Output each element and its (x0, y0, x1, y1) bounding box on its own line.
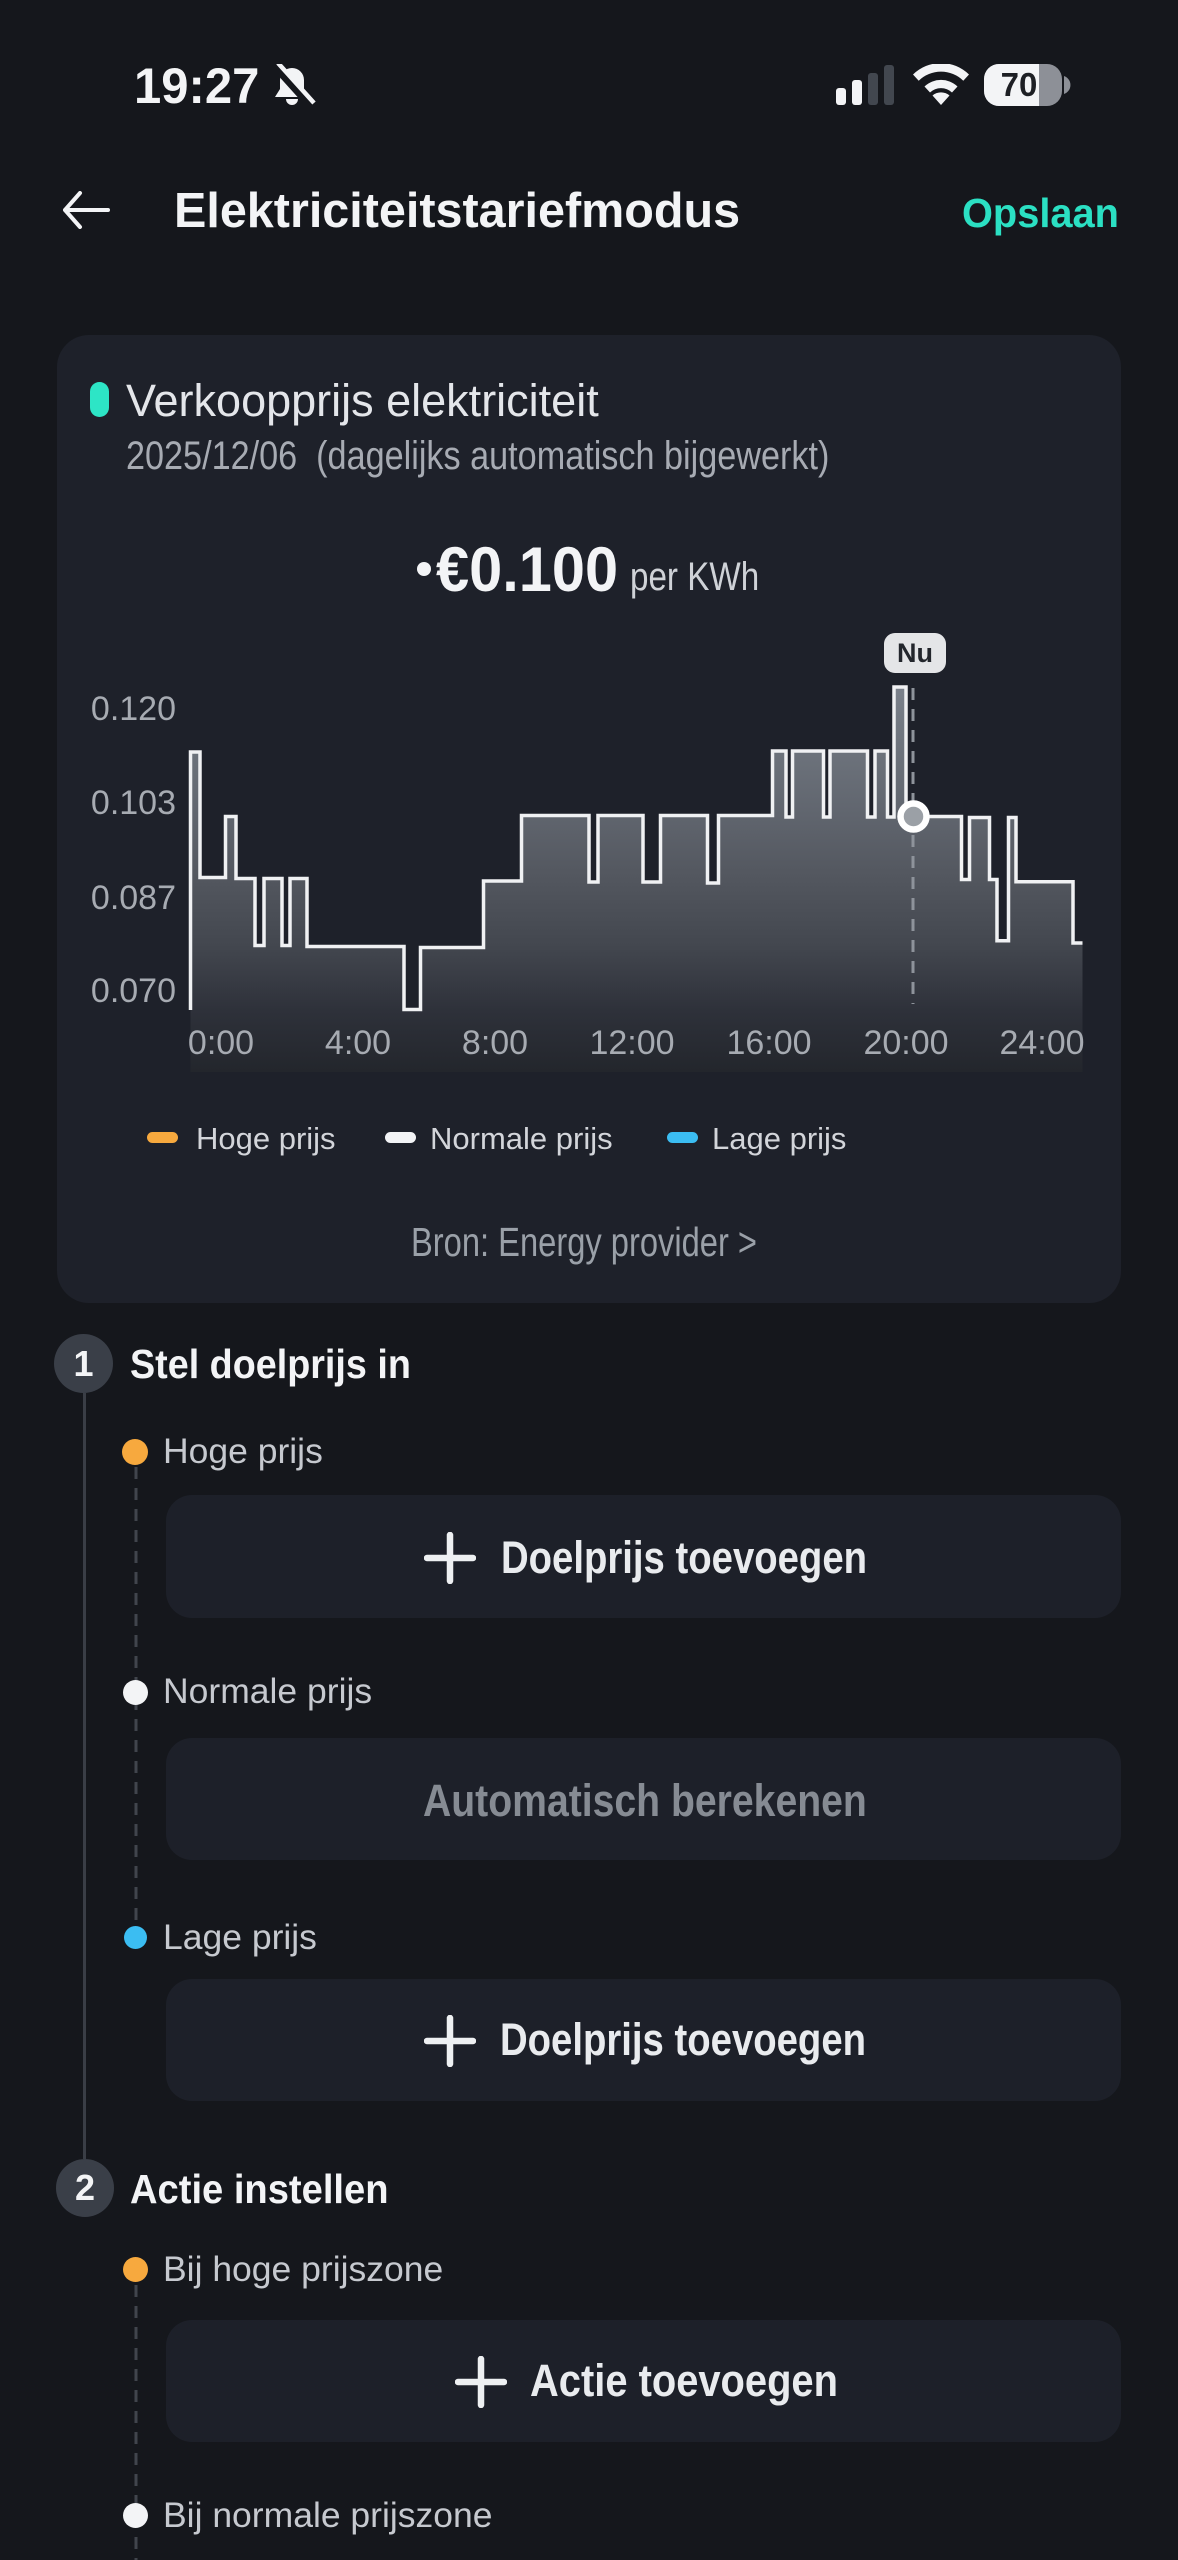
svg-text:0:00: 0:00 (188, 1024, 254, 1062)
svg-text:20:00: 20:00 (863, 1024, 948, 1062)
svg-text:4:00: 4:00 (325, 1024, 391, 1062)
svg-text:0.103: 0.103 (91, 784, 176, 822)
svg-text:70: 70 (1001, 66, 1038, 103)
svg-text:12:00: 12:00 (589, 1024, 674, 1062)
svg-text:0.087: 0.087 (91, 879, 176, 917)
svg-text:8:00: 8:00 (462, 1024, 528, 1062)
svg-text:24:00: 24:00 (999, 1024, 1084, 1062)
svg-text:0.120: 0.120 (91, 690, 176, 728)
svg-text:16:00: 16:00 (726, 1024, 811, 1062)
svg-text:0.070: 0.070 (91, 972, 176, 1010)
